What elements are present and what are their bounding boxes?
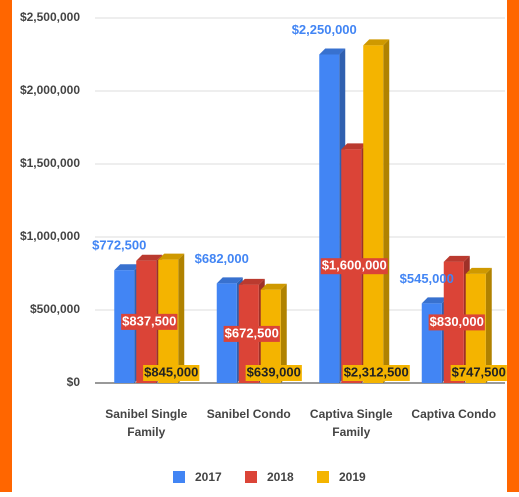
data-label-bg (121, 313, 178, 330)
bar-top (114, 264, 141, 271)
x-tick-label: Captiva Condo (411, 407, 496, 421)
data-label-bg (223, 325, 280, 342)
bar-side (280, 283, 287, 383)
bar (363, 45, 384, 383)
bar-top (363, 39, 390, 46)
y-tick-label: $1,000,000 (20, 229, 80, 243)
data-label: $837,500 (122, 313, 176, 328)
legend-swatch (245, 471, 257, 483)
x-tick-label: Sanibel Single Family (105, 407, 187, 439)
data-label-bg (143, 365, 200, 381)
legend-swatch (173, 471, 185, 483)
y-tick-label: $0 (67, 375, 81, 389)
bar (319, 54, 340, 383)
data-label-bg (450, 365, 507, 381)
data-label: $672,500 (225, 325, 279, 340)
y-tick-label: $2,000,000 (20, 83, 80, 97)
data-label: $747,500 (452, 364, 506, 379)
frame-left (0, 0, 12, 492)
bar-top (465, 267, 492, 274)
bar-side (178, 253, 185, 383)
legend-swatch (317, 471, 329, 483)
bar-top (260, 283, 287, 290)
y-tick-label: $500,000 (30, 302, 80, 316)
x-tick-label: Captiva Single Family (310, 407, 393, 439)
data-label: $830,000 (430, 314, 484, 329)
bar-top (443, 255, 470, 262)
legend-label: 2019 (339, 470, 366, 484)
bar-top (136, 254, 163, 261)
x-tick-label: Sanibel Condo (207, 407, 291, 421)
data-label-bg (428, 314, 485, 331)
bar-top (238, 278, 265, 285)
frame-right (507, 0, 519, 492)
data-label-bg (320, 258, 388, 275)
data-label: $682,000 (195, 251, 249, 266)
legend-label: 2017 (195, 470, 222, 484)
bar-top (319, 48, 346, 55)
data-label: $845,000 (144, 364, 198, 379)
bar-top (158, 253, 185, 260)
data-label: $545,000 (400, 271, 454, 286)
data-label: $2,250,000 (292, 22, 357, 37)
data-label: $2,312,500 (344, 364, 409, 379)
bar-side (383, 39, 390, 383)
data-label-bg (245, 365, 302, 381)
legend-label: 2018 (267, 470, 294, 484)
y-tick-label: $2,500,000 (20, 10, 80, 24)
y-tick-label: $1,500,000 (20, 156, 80, 170)
bar-side (485, 267, 492, 383)
data-label-bg (342, 365, 410, 381)
data-label: $772,500 (92, 238, 146, 253)
bar-top (421, 297, 448, 304)
data-label: $1,600,000 (322, 258, 387, 273)
bar-top (341, 143, 368, 150)
data-label: $639,000 (247, 364, 301, 379)
bar-top (216, 277, 243, 284)
